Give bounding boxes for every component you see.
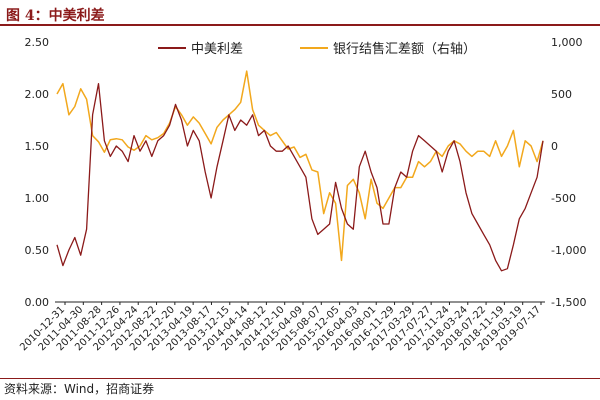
left-tick-label: 0.00: [25, 296, 50, 309]
left-tick-label: 1.50: [25, 140, 50, 153]
right-tick-label: 0: [551, 140, 558, 153]
legend-label-0: 中美利差: [191, 42, 243, 57]
right-tick-label: 1,000: [551, 36, 583, 49]
left-tick-label: 2.00: [25, 88, 50, 101]
right-tick-label: -500: [551, 192, 576, 205]
right-tick-label: -1,500: [551, 296, 586, 309]
right-tick-label: -1,000: [551, 244, 586, 257]
series-line-0: [56, 82, 544, 272]
left-tick-label: 0.50: [25, 244, 50, 257]
bottom-rule: [0, 378, 600, 379]
legend-label-1: 银行结售汇差额（右轴）: [333, 41, 476, 57]
figure-title: 图 4：中美利差: [6, 8, 105, 24]
source-note: 资料来源：Wind，招商证券: [4, 382, 155, 396]
left-tick-label: 2.50: [25, 36, 50, 49]
left-tick-label: 1.00: [25, 192, 50, 205]
right-tick-label: 500: [551, 88, 572, 101]
title-rule: [0, 24, 600, 26]
